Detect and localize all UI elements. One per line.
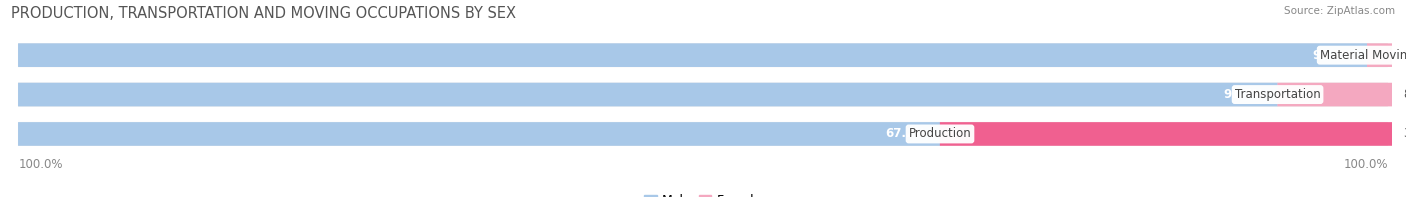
Text: 98.2%: 98.2%	[1312, 49, 1354, 62]
Text: PRODUCTION, TRANSPORTATION AND MOVING OCCUPATIONS BY SEX: PRODUCTION, TRANSPORTATION AND MOVING OC…	[11, 6, 516, 21]
Text: 32.8%: 32.8%	[1403, 127, 1406, 140]
Text: Transportation: Transportation	[1234, 88, 1320, 101]
FancyBboxPatch shape	[1278, 83, 1392, 106]
Text: Source: ZipAtlas.com: Source: ZipAtlas.com	[1284, 6, 1395, 16]
Text: 1.8%: 1.8%	[1403, 49, 1406, 62]
FancyBboxPatch shape	[18, 122, 941, 146]
Text: 100.0%: 100.0%	[1343, 158, 1388, 171]
FancyBboxPatch shape	[18, 83, 1278, 106]
Text: Production: Production	[908, 127, 972, 140]
Legend: Male, Female: Male, Female	[640, 190, 766, 197]
Text: 67.2%: 67.2%	[886, 127, 927, 140]
FancyBboxPatch shape	[18, 122, 1388, 146]
Text: Material Moving: Material Moving	[1320, 49, 1406, 62]
Text: 91.7%: 91.7%	[1223, 88, 1264, 101]
Text: 8.3%: 8.3%	[1403, 88, 1406, 101]
FancyBboxPatch shape	[1367, 43, 1392, 67]
FancyBboxPatch shape	[939, 122, 1392, 146]
Text: 100.0%: 100.0%	[18, 158, 63, 171]
FancyBboxPatch shape	[18, 43, 1367, 67]
FancyBboxPatch shape	[18, 43, 1388, 67]
FancyBboxPatch shape	[18, 83, 1388, 107]
